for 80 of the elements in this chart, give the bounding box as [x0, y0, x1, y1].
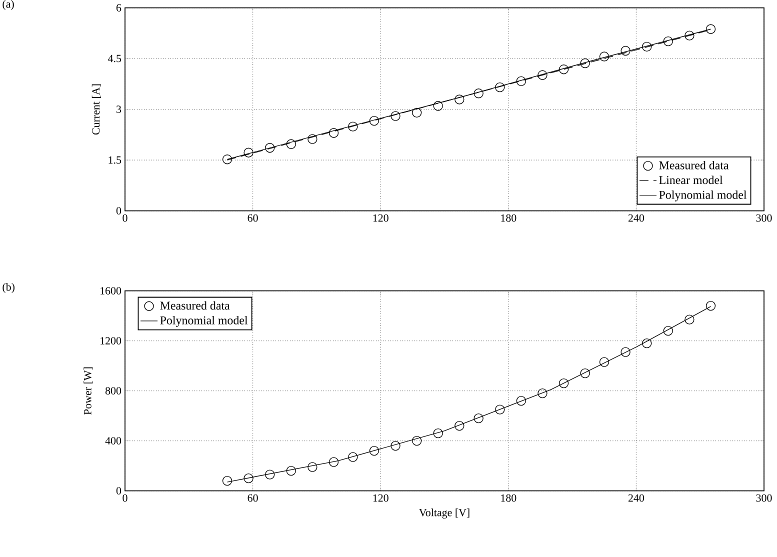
y-tick-label: 1600	[100, 287, 122, 295]
y-tick-label: 4.5	[108, 54, 122, 62]
point	[538, 388, 548, 398]
text: (b)	[2, 283, 14, 294]
point	[558, 378, 569, 388]
point	[264, 470, 275, 480]
x-tick-label: 300	[756, 214, 772, 222]
point	[369, 446, 380, 456]
point	[348, 452, 358, 462]
point	[412, 108, 422, 118]
y-tick-label: 1200	[100, 337, 122, 345]
x-tick-label: 60	[248, 214, 258, 222]
y-tick-label: 0	[116, 487, 122, 495]
point	[642, 338, 652, 348]
y-axis-title: Current [A]	[92, 84, 101, 135]
point	[474, 414, 484, 424]
point	[580, 58, 590, 68]
point	[244, 148, 254, 158]
point	[348, 122, 358, 132]
y-tick-label: 6	[116, 4, 122, 12]
x-tick-label: 120	[373, 214, 388, 222]
point	[264, 143, 275, 153]
point	[684, 314, 694, 324]
point	[390, 111, 400, 122]
text: (a)	[2, 0, 14, 10]
x-tick-label: 180	[501, 494, 516, 502]
legend-label: Polynomial model	[659, 190, 747, 202]
y-tick-label: 0	[116, 207, 122, 215]
x-tick-label: 240	[628, 494, 644, 502]
x-axis-title: Voltage [V]	[419, 508, 470, 519]
point	[328, 128, 339, 138]
point	[454, 94, 464, 104]
legend-label: Polynomial model	[160, 316, 248, 327]
point	[222, 476, 232, 486]
point	[495, 404, 505, 414]
point	[580, 368, 590, 378]
x-tick-label: 60	[248, 494, 258, 502]
x-tick-label: 0	[122, 494, 128, 502]
point	[620, 347, 630, 357]
y-tick-label: 800	[105, 387, 122, 395]
point	[412, 436, 422, 446]
legend-label: Measured data	[659, 161, 729, 170]
x-tick-label: 300	[756, 494, 772, 502]
point	[433, 101, 443, 111]
point	[599, 52, 610, 62]
point	[433, 428, 443, 438]
point	[558, 64, 569, 74]
x-tick-label: 180	[501, 214, 516, 222]
point	[308, 462, 318, 472]
point	[474, 88, 484, 98]
y-tick-label: 400	[105, 437, 122, 445]
point	[663, 36, 674, 46]
point	[454, 421, 464, 431]
legend-label: Measured data	[160, 301, 230, 310]
point	[538, 70, 548, 80]
point	[516, 396, 526, 406]
point	[620, 46, 630, 56]
point	[286, 466, 296, 476]
point	[642, 42, 652, 52]
point	[599, 357, 610, 367]
point	[663, 326, 674, 336]
legend-label: Linear model	[659, 176, 723, 184]
point	[244, 474, 254, 484]
x-tick-label: 120	[373, 494, 388, 502]
y-axis-title: Power [W]	[84, 368, 93, 415]
y-tick-label: 1.5	[108, 156, 122, 164]
x-tick-label: 0	[122, 214, 128, 222]
point	[706, 24, 716, 34]
point	[308, 134, 318, 144]
point	[222, 154, 232, 164]
y-tick-label: 3	[116, 106, 122, 114]
point	[328, 457, 339, 467]
point	[706, 301, 716, 311]
point	[369, 116, 380, 126]
point	[516, 76, 526, 86]
x-tick-label: 240	[628, 214, 644, 222]
point	[286, 139, 296, 150]
point	[390, 441, 400, 451]
point	[684, 30, 694, 40]
point	[495, 82, 505, 92]
